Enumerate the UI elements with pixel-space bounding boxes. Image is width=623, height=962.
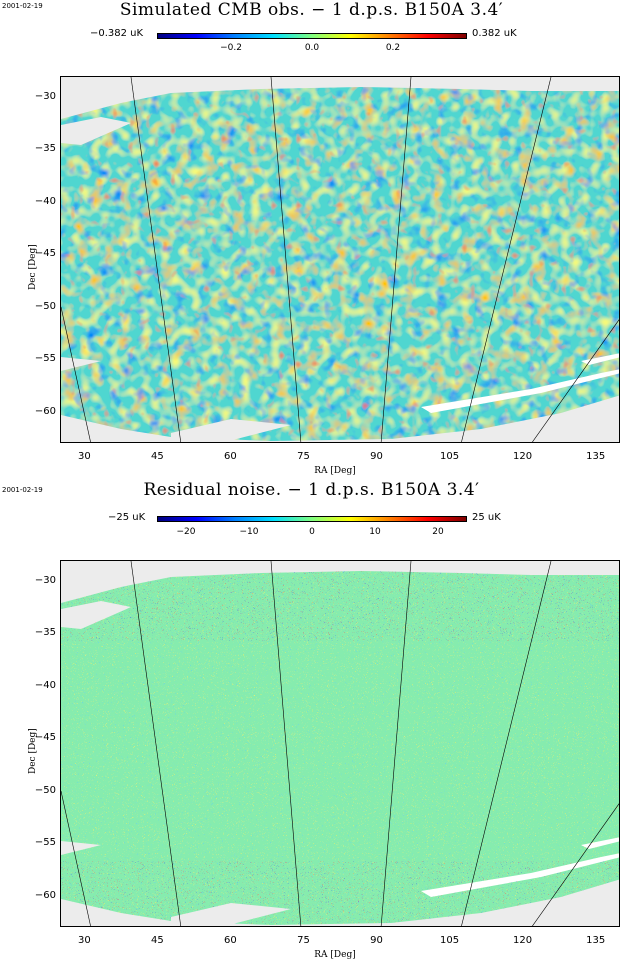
x-tick-label-1-2: 60 [224,451,237,462]
x-tick-label-1-7: 135 [586,451,606,462]
y-tick-label-1-1: −35 [34,143,56,155]
noise-grid-lines [61,561,619,926]
chart-title-2: Residual noise. − 1 d.p.s. B150A 3.4′ [143,480,480,500]
cmb-grid-lines [61,77,619,442]
x-tick-label-2-2: 60 [224,935,237,946]
colorbar-max-label-1: 0.382 uK [472,28,517,39]
colorbar-tick-1-2: 0.2 [385,43,401,53]
y-tick-label-2-6: −60 [34,889,56,901]
chart-title-1: Simulated CMB obs. − 1 d.p.s. B150A 3.4′ [119,0,504,20]
x-axis-label-2: RA [Deg] [314,950,356,960]
plot-date-1: 2001-02-19 [2,2,43,10]
y-tick-label-1-3: −45 [34,248,56,260]
colorbar-max-label-2: 25 uK [472,512,501,523]
y-tick-label-1-2: −40 [34,195,56,207]
noise-map-svg [61,561,619,926]
x-tick-label-2-4: 90 [370,935,383,946]
x-tick-label-1-4: 90 [370,451,383,462]
x-tick-label-2-1: 45 [151,935,164,946]
x-tick-label-1-3: 75 [297,451,310,462]
x-tick-label-1-0: 30 [77,451,91,462]
noise-map-panel [60,560,620,927]
x-tick-label-1-1: 45 [151,451,164,462]
x-axis-label-1: RA [Deg] [314,466,356,476]
y-tick-label-2-3: −45 [34,732,56,744]
y-tick-label-1-6: −60 [34,405,56,417]
cmb-map-panel [60,76,620,443]
colorbar-tick-2-4: 20 [432,527,444,537]
y-tick-label-2-2: −40 [34,679,56,691]
x-tick-label-1-6: 120 [513,451,533,462]
y-tick-label-2-0: −30 [34,574,56,586]
cmb-map-svg [61,77,619,442]
y-tick-label-1-4: −50 [34,300,56,312]
x-tick-label-2-6: 120 [513,935,533,946]
colorbar-tick-1-0: −0.2 [220,43,242,53]
x-tick-label-2-3: 75 [297,935,310,946]
colorbar-min-label-2: −25 uK [108,512,146,523]
colorbar-tick-1-1: 0.0 [304,43,320,53]
y-tick-label-1-5: −55 [34,353,56,365]
y-tick-label-2-5: −55 [34,837,56,849]
y-tick-label-2-1: −35 [34,627,56,639]
y-tick-label-1-0: −30 [34,90,56,102]
colorbar-2 [157,516,467,522]
x-tick-label-2-0: 30 [77,935,91,946]
y-tick-label-2-4: −50 [34,784,56,796]
colorbar-tick-2-0: −20 [176,527,196,537]
plot-date-2: 2001-02-19 [2,486,43,494]
x-tick-label-1-5: 105 [440,451,460,462]
colorbar-1 [157,33,467,39]
colorbar-min-label-1: −0.382 uK [90,28,144,39]
x-tick-label-2-7: 135 [586,935,606,946]
x-tick-label-2-5: 105 [440,935,460,946]
colorbar-tick-2-3: 10 [369,527,381,537]
colorbar-tick-2-2: 0 [309,527,315,537]
colorbar-tick-2-1: −10 [239,527,259,537]
